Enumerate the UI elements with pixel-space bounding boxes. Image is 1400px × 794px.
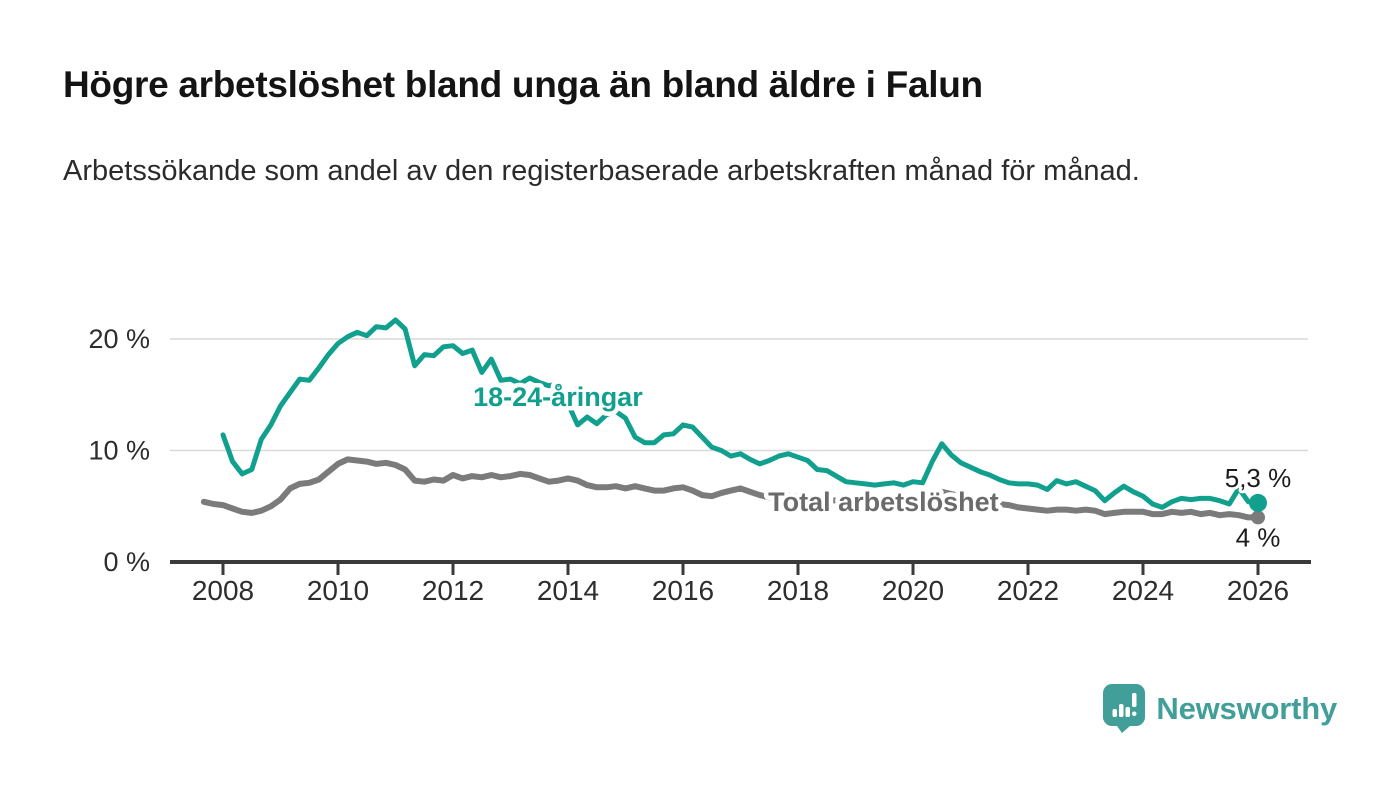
- x-tick-label: 2014: [537, 575, 599, 606]
- x-tick-label: 2012: [422, 575, 484, 606]
- y-axis-label: 0 %: [103, 547, 150, 577]
- series-line-Total arbetslöshet: [200, 456, 1261, 521]
- end-dot-Total arbetslöshet: [1251, 510, 1266, 525]
- newsworthy-logo: Newsworthy: [1103, 684, 1337, 733]
- chart-subtitle: Arbetssökande som andel av den registerb…: [63, 155, 1140, 187]
- newsworthy-brand-text: Newsworthy: [1156, 690, 1337, 726]
- x-tick-label: 2016: [652, 575, 714, 606]
- x-tick-label: 2010: [307, 575, 369, 606]
- y-axis-label: 10 %: [88, 436, 150, 466]
- end-value-label-Total arbetslöshet: 4 %: [1236, 522, 1281, 552]
- series-label-18-24-åringar: 18-24-åringar: [473, 382, 643, 412]
- end-value-label-18-24-åringar: 5,3 %: [1225, 463, 1292, 493]
- series-line-18-24-åringar: [220, 317, 1261, 510]
- x-tick-label: 2008: [192, 575, 254, 606]
- series-label-Total arbetslöshet: Total arbetslöshet: [768, 487, 999, 517]
- x-tick-label: 2020: [882, 575, 944, 606]
- x-tick-label: 2024: [1112, 575, 1174, 606]
- x-tick-label: 2018: [767, 575, 829, 606]
- y-axis-label: 20 %: [88, 324, 150, 354]
- end-dot-18-24-åringar: [1249, 493, 1267, 512]
- page-title: Högre arbetslöshet bland unga än bland ä…: [63, 64, 983, 105]
- x-tick-label: 2022: [997, 575, 1059, 606]
- newsworthy-logo-icon: [1103, 684, 1146, 733]
- x-tick-label: 2026: [1227, 575, 1289, 606]
